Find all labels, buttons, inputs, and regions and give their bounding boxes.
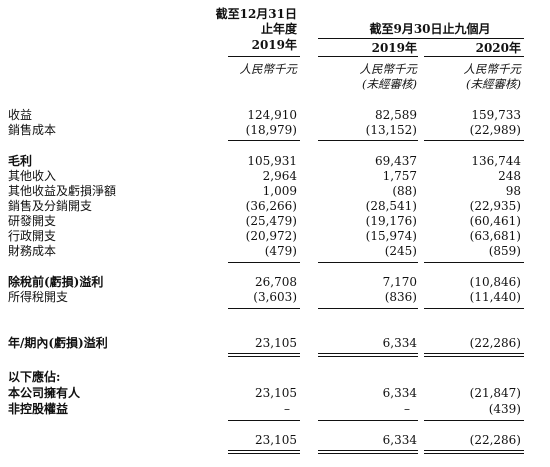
row-label-finance-costs: 財務成本 (8, 244, 57, 258)
col1-header-line1: 截至12月31日 (215, 7, 297, 21)
row-label-profit-before-tax: 除稅前(虧損)溢利 (8, 275, 104, 289)
cell-gross-profit-2019-full-year: 105,931 (247, 154, 297, 168)
cell-pbt-2019-full-year: 26,708 (255, 275, 297, 289)
row-label-owners-of-company: 本公司擁有人 (8, 386, 81, 400)
cell-tax-2020-9m: (11,440) (469, 290, 521, 304)
row-label-cost-of-sales: 銷售成本 (8, 123, 57, 137)
cell-other-gains-2019-9m: (88) (392, 184, 417, 198)
final-double-rule-a-col2 (318, 450, 418, 451)
cell-other-gains-2020-9m: 98 (505, 184, 521, 198)
cell-total-2019-9m: 6,334 (382, 433, 417, 447)
cell-finance-2019-full-year: (479) (264, 244, 297, 258)
subtotal-rule-col3 (424, 140, 524, 141)
cell-other-income-2020-9m: 248 (498, 169, 521, 183)
col2-header-rule (318, 56, 418, 57)
row-label-other-gains-losses: 其他收益及虧損淨額 (8, 184, 117, 198)
cell-rnd-2020-9m: (60,461) (469, 214, 521, 228)
cell-gross-profit-2020-9m: 136,744 (471, 154, 521, 168)
double-rule-b-col3 (424, 356, 524, 357)
double-rule-a-col1 (228, 353, 300, 354)
subtotal-rule-pretax-col2 (318, 262, 418, 263)
cell-cost-of-sales-2019-9m: (13,152) (365, 123, 417, 137)
subtotal-rule-net-col1 (228, 308, 300, 309)
col2-unit-note: (未經審核) (362, 77, 417, 91)
col3-unit: 人民幣千元 (463, 62, 522, 76)
final-double-rule-a-col1 (228, 450, 300, 451)
row-label-selling-distribution: 銷售及分銷開支 (8, 199, 93, 213)
row-label-income-tax: 所得稅開支 (8, 290, 69, 304)
cell-other-income-2019-9m: 1,757 (382, 169, 417, 183)
cell-admin-2020-9m: (63,681) (469, 229, 521, 243)
final-double-rule-a-col3 (424, 450, 524, 451)
cell-cost-of-sales-2020-9m: (22,989) (469, 123, 521, 137)
subtotal-rule-pretax-col3 (424, 262, 524, 263)
col1-header-year: 2019年 (251, 38, 297, 52)
row-label-administrative: 行政開支 (8, 229, 57, 243)
cell-admin-2019-full-year: (20,972) (245, 229, 297, 243)
row-label-other-income: 其他收入 (8, 169, 57, 183)
cell-admin-2019-9m: (15,974) (365, 229, 417, 243)
cell-net-2019-9m: 6,334 (382, 336, 417, 350)
cell-selling-2020-9m: (22,935) (469, 199, 521, 213)
cell-tax-2019-full-year: (3,603) (253, 290, 297, 304)
subtotal-rule-net-col2 (318, 308, 418, 309)
col2-unit: 人民幣千元 (359, 62, 418, 76)
cell-gross-profit-2019-9m: 69,437 (375, 154, 417, 168)
cell-pbt-2019-9m: 7,170 (382, 275, 417, 289)
final-double-rule-b-col2 (318, 453, 418, 454)
row-label-profit-for-period: 年/期內(虧損)溢利 (8, 336, 108, 350)
row-label-gross-profit: 毛利 (8, 154, 33, 168)
cell-tax-2019-9m: (836) (384, 290, 417, 304)
row-label-research-development: 研發開支 (8, 214, 57, 228)
cell-other-gains-2019-full-year: 1,009 (262, 184, 297, 198)
cell-nci-2019-9m: – (404, 402, 410, 416)
cell-net-2019-full-year: 23,105 (255, 336, 297, 350)
subtotal-rule-pretax-col1 (228, 262, 300, 263)
subtotal-rule-col1 (228, 140, 300, 141)
col3-header-year: 2020年 (475, 41, 521, 55)
cell-cost-of-sales-2019-full-year: (18,979) (245, 123, 297, 137)
nine-month-title-rule (318, 38, 524, 39)
final-double-rule-b-col1 (228, 453, 300, 454)
cell-selling-2019-full-year: (36,266) (245, 199, 297, 213)
cell-finance-2020-9m: (859) (488, 244, 521, 258)
cell-other-income-2019-full-year: 2,964 (262, 169, 297, 183)
cell-owners-2019-9m: 6,334 (382, 386, 417, 400)
total-rule-col1 (228, 420, 300, 421)
cell-nci-2019-full-year: – (284, 402, 290, 416)
col2-header-year: 2019年 (371, 41, 417, 55)
cell-total-2020-9m: (22,286) (469, 433, 521, 447)
cell-net-2020-9m: (22,286) (469, 336, 521, 350)
total-rule-col3 (424, 420, 524, 421)
subtotal-rule-net-col3 (424, 308, 524, 309)
col1-unit: 人民幣千元 (239, 62, 298, 76)
row-label-revenue: 收益 (8, 108, 33, 122)
row-label-attributable-to: 以下應佔: (8, 370, 61, 384)
cell-finance-2019-9m: (245) (384, 244, 417, 258)
cell-owners-2019-full-year: 23,105 (255, 386, 297, 400)
nine-month-period-title: 截至9月30日止九個月 (369, 22, 491, 36)
final-double-rule-b-col3 (424, 453, 524, 454)
col3-unit-note: (未經審核) (466, 77, 521, 91)
cell-rnd-2019-full-year: (25,479) (245, 214, 297, 228)
cell-revenue-2019-9m: 82,589 (375, 108, 417, 122)
total-rule-col2 (318, 420, 418, 421)
cell-owners-2020-9m: (21,847) (469, 386, 521, 400)
cell-selling-2019-9m: (28,541) (365, 199, 417, 213)
col1-header-rule (228, 56, 300, 57)
cell-total-2019-full-year: 23,105 (255, 433, 297, 447)
row-label-non-controlling-interests: 非控股權益 (8, 402, 69, 416)
subtotal-rule-col2 (318, 140, 418, 141)
double-rule-b-col1 (228, 356, 300, 357)
cell-revenue-2019-full-year: 124,910 (247, 108, 297, 122)
col3-header-rule (424, 56, 524, 57)
cell-revenue-2020-9m: 159,733 (471, 108, 521, 122)
cell-rnd-2019-9m: (19,176) (365, 214, 417, 228)
cell-pbt-2020-9m: (10,846) (469, 275, 521, 289)
double-rule-b-col2 (318, 356, 418, 357)
cell-nci-2020-9m: (439) (488, 402, 521, 416)
double-rule-a-col2 (318, 353, 418, 354)
double-rule-a-col3 (424, 353, 524, 354)
col1-header-line2: 止年度 (260, 22, 297, 36)
